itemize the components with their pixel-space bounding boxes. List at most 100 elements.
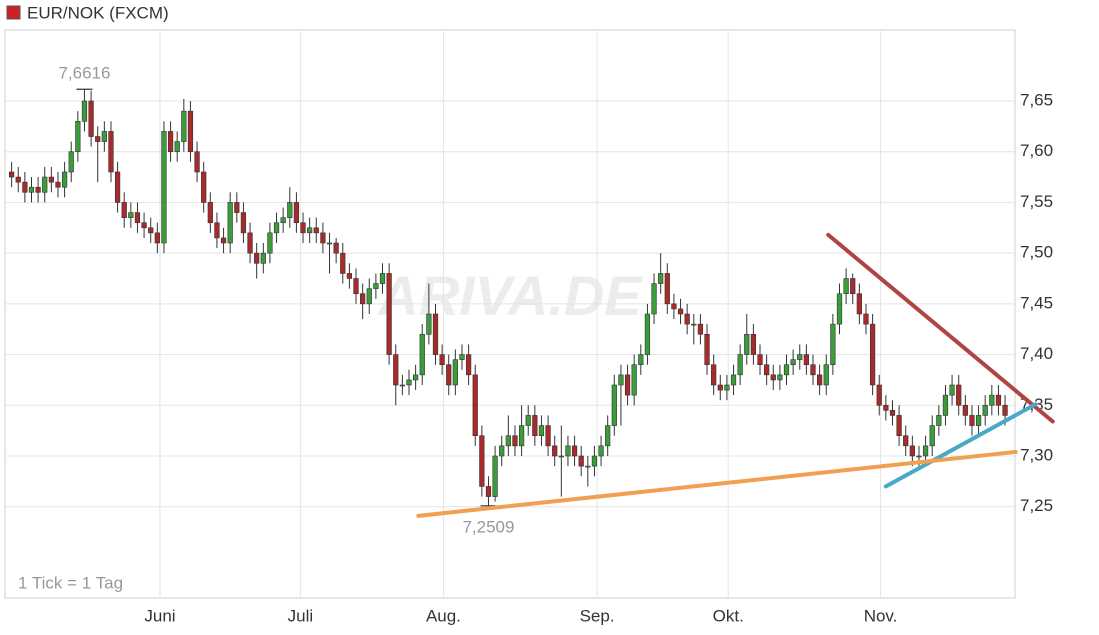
candle-body xyxy=(300,222,306,234)
candle-body xyxy=(128,212,134,218)
candle-body xyxy=(201,171,207,203)
annotation-label: 7,6616 xyxy=(58,64,110,83)
candle-body xyxy=(426,313,432,335)
candle-body xyxy=(379,273,386,284)
candle-body xyxy=(578,455,584,467)
chart-title: EUR/NOK (FXCM) xyxy=(27,3,169,22)
candle-body xyxy=(764,364,770,376)
candle-body xyxy=(777,374,783,381)
y-tick-label: 7,25 xyxy=(1020,496,1053,515)
annotation-label: 7,2509 xyxy=(462,517,514,536)
candle-body xyxy=(631,364,637,396)
candle-body xyxy=(744,333,750,355)
candle-body xyxy=(333,242,339,254)
candle-body xyxy=(869,323,876,386)
candle-body xyxy=(167,131,174,153)
candle-body xyxy=(995,394,1002,406)
candle-body xyxy=(121,202,127,218)
candle-body xyxy=(836,293,843,325)
candle-body xyxy=(989,394,995,406)
candle-body xyxy=(214,222,220,239)
candle-body xyxy=(664,273,670,305)
candle-body xyxy=(565,445,571,457)
candle-body xyxy=(591,455,598,467)
candle-body xyxy=(757,354,763,366)
candle-body xyxy=(439,354,445,366)
candle-body xyxy=(538,425,545,437)
candle-body xyxy=(817,374,823,386)
candle-body xyxy=(273,222,280,234)
candle-body xyxy=(154,232,160,244)
candle-body xyxy=(187,110,194,153)
x-tick-label: Okt. xyxy=(713,606,744,625)
x-tick-label: Sep. xyxy=(580,606,615,625)
candle-body xyxy=(499,445,505,457)
candle-body xyxy=(452,359,458,386)
candle-body xyxy=(651,283,657,315)
candle-body xyxy=(293,202,300,224)
candle-body xyxy=(413,374,419,381)
candle-body xyxy=(419,333,425,376)
candle-body xyxy=(532,415,538,437)
candle-body xyxy=(287,202,293,218)
x-tick-label: Nov. xyxy=(864,606,898,625)
candle-body xyxy=(194,151,200,173)
candle-body xyxy=(181,110,187,142)
candle-body xyxy=(525,415,531,426)
candle-body xyxy=(386,273,392,355)
candle-body xyxy=(810,364,816,376)
candle-body xyxy=(280,217,286,224)
candle-body xyxy=(969,415,975,426)
candle-body xyxy=(783,364,790,376)
title-marker xyxy=(6,5,21,20)
candle-body xyxy=(843,278,849,295)
candle-body xyxy=(598,445,604,457)
plot-area xyxy=(4,29,1016,599)
candle-body xyxy=(307,227,313,234)
candle-body xyxy=(571,445,578,457)
footnote: 1 Tick = 1 Tag xyxy=(18,573,123,592)
candle-body xyxy=(326,242,333,245)
trend-line xyxy=(416,449,1018,518)
candle-body xyxy=(320,232,326,244)
trend-line xyxy=(883,402,1038,489)
candle-body xyxy=(465,354,472,376)
candle-body xyxy=(611,384,617,426)
candle-body xyxy=(9,171,15,178)
candle-body xyxy=(1002,404,1008,416)
candle-body xyxy=(134,212,141,224)
candle-body xyxy=(75,120,81,153)
candle-body xyxy=(850,278,856,295)
candle-body xyxy=(472,374,478,437)
candle-body xyxy=(42,176,48,193)
candle-body xyxy=(35,186,41,193)
candle-body xyxy=(883,404,889,411)
y-tick-label: 7,60 xyxy=(1020,141,1053,160)
candle-body xyxy=(790,359,796,366)
y-tick-label: 7,30 xyxy=(1020,445,1053,464)
candle-body xyxy=(28,186,35,193)
candle-body xyxy=(95,136,101,142)
candle-body xyxy=(618,374,624,386)
candle-body xyxy=(174,141,180,153)
candle-body xyxy=(479,435,485,487)
candle-body xyxy=(518,425,525,447)
candle-body xyxy=(207,202,213,224)
watermark: ARIVA.DE xyxy=(376,264,643,327)
candle-body xyxy=(267,232,273,254)
candle-body xyxy=(856,293,862,315)
candle-body xyxy=(876,384,882,406)
candle-body xyxy=(432,313,439,355)
candle-body xyxy=(148,227,154,234)
candle-body xyxy=(373,283,379,289)
candle-body xyxy=(671,303,677,310)
candle-body xyxy=(697,323,704,335)
candle-body xyxy=(88,100,94,137)
y-tick-label: 7,40 xyxy=(1020,344,1053,363)
candle-body xyxy=(22,181,28,193)
candle-body xyxy=(234,202,240,213)
candle-body xyxy=(704,333,710,366)
candle-body xyxy=(962,404,968,416)
candle-body xyxy=(638,354,644,366)
candle-body xyxy=(55,181,61,188)
